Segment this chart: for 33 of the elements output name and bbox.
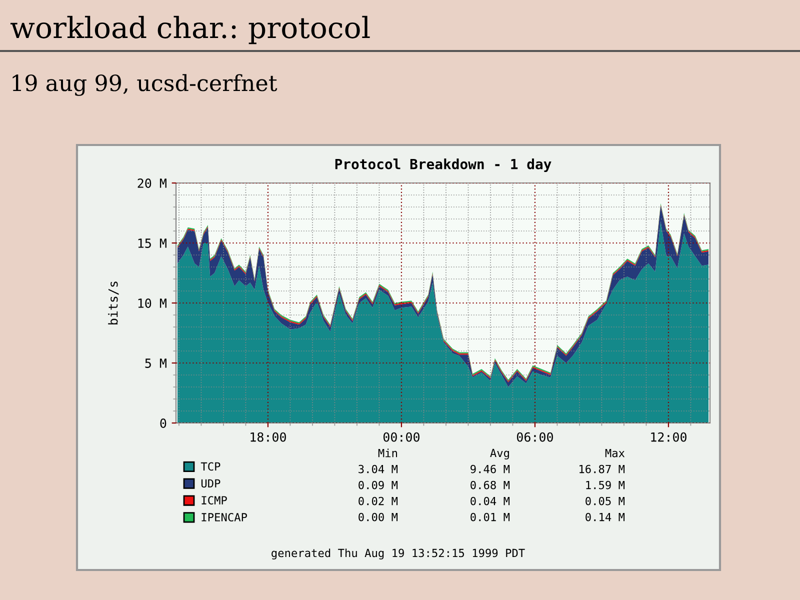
text: 0.01 M bbox=[470, 512, 510, 522]
text: generated Thu Aug 19 13:52:15 1999 PDT bbox=[272, 548, 525, 560]
legend-label: TCP bbox=[200, 462, 220, 471]
text: Avg bbox=[490, 448, 509, 460]
text: 1.59 M bbox=[586, 480, 625, 490]
text: workload char.: protocol bbox=[10, 16, 370, 44]
text: 0.68 M bbox=[470, 480, 510, 490]
text: 16.87 M bbox=[580, 464, 625, 474]
y-tick-label: 5 M bbox=[145, 358, 166, 368]
x-tick-label: 12:00 bbox=[651, 432, 686, 442]
text: 0.04 M bbox=[470, 496, 510, 506]
y-tick-label: 20 M bbox=[138, 178, 166, 188]
y-axis-title: bits/s bbox=[108, 282, 119, 324]
text: 0.02 M bbox=[358, 496, 398, 506]
legend-label: UDP bbox=[201, 479, 220, 488]
chart-title: Protocol Breakdown - 1 day bbox=[335, 158, 552, 172]
text: 0.00 M bbox=[358, 512, 398, 522]
text: 19 aug 99, ucsd-cerfnet bbox=[12, 74, 278, 96]
x-tick-label: 00:00 bbox=[383, 432, 420, 442]
y-tick-label: 0 bbox=[160, 418, 166, 428]
y-tick-label: 15 M bbox=[138, 238, 166, 248]
text: 0.05 M bbox=[586, 496, 625, 506]
text: Min bbox=[378, 448, 398, 458]
y-tick-label: 10 M bbox=[138, 298, 166, 308]
legend-label: ICMP bbox=[202, 496, 227, 505]
legend-label: IPENCAP bbox=[202, 513, 247, 522]
x-tick-label: 18:00 bbox=[250, 432, 286, 442]
text: 9.46 M bbox=[470, 464, 510, 474]
text: Max bbox=[605, 448, 625, 458]
text: 0.09 M bbox=[358, 480, 398, 490]
text: 3.04 M bbox=[358, 464, 398, 474]
x-tick-label: 06:00 bbox=[516, 432, 553, 442]
text: 0.14 M bbox=[586, 512, 625, 522]
